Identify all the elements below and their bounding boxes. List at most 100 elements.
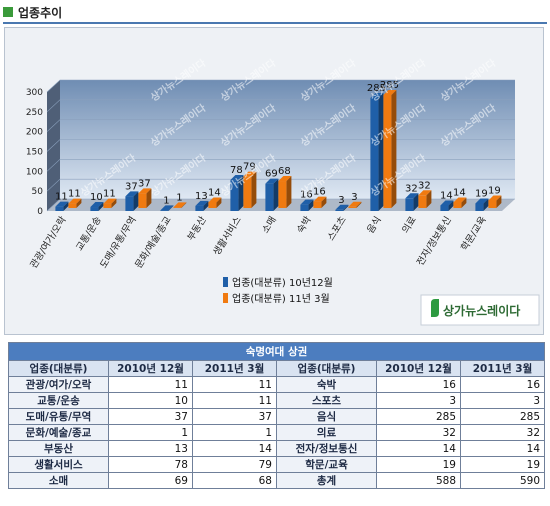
bar bbox=[173, 207, 182, 208]
bar-side bbox=[378, 92, 384, 211]
x-tick-label: 의료 bbox=[400, 215, 419, 236]
bar bbox=[405, 198, 414, 211]
column-header: 2011년 3월 bbox=[192, 360, 277, 377]
bar-side bbox=[146, 188, 152, 208]
table-cell-value: 14 bbox=[459, 440, 546, 457]
data-label: 3 bbox=[338, 195, 344, 206]
table-cell-value: 1 bbox=[192, 424, 277, 441]
bar-side bbox=[343, 204, 349, 211]
table-cell-value: 10 bbox=[108, 392, 193, 409]
x-tick-label: 스포츠 bbox=[326, 215, 349, 243]
data-label: 69 bbox=[265, 169, 278, 180]
bar-side bbox=[286, 176, 292, 208]
bar-top bbox=[440, 200, 454, 206]
bar-top bbox=[103, 198, 117, 204]
bar-side bbox=[273, 178, 279, 211]
section-title: 업종추이 bbox=[18, 5, 63, 20]
legend-label: 업종(대분류) 11년 3월 bbox=[232, 292, 330, 305]
bar-top bbox=[265, 178, 279, 184]
bar-top bbox=[243, 171, 257, 177]
table-row: 도매/유통/무역 37 37 음식 285 285 bbox=[8, 408, 546, 425]
table-row: 소매 69 68 총계 588 590 bbox=[8, 472, 546, 489]
bar-side bbox=[251, 171, 257, 208]
bar-top bbox=[335, 204, 349, 210]
gridline bbox=[46, 178, 515, 192]
x-tick-label: 음식 bbox=[365, 215, 384, 236]
gridline bbox=[46, 119, 515, 132]
bar bbox=[453, 202, 462, 208]
data-label: 285 bbox=[367, 83, 386, 94]
logo-text: 상가뉴스레이다 bbox=[443, 303, 520, 318]
data-label: 11 bbox=[68, 189, 81, 200]
bullet-square-icon bbox=[3, 7, 13, 17]
bar-top bbox=[90, 202, 104, 208]
table-cell-value: 14 bbox=[376, 440, 461, 457]
x-tick-label: 숙박 bbox=[295, 215, 314, 236]
data-label: 14 bbox=[440, 190, 453, 201]
bar bbox=[418, 195, 427, 208]
legend-swatch bbox=[223, 277, 228, 287]
table-cell-label: 의료 bbox=[276, 424, 377, 441]
table-cell-value: 78 bbox=[108, 456, 193, 473]
bar-top bbox=[383, 89, 397, 95]
bar-side bbox=[356, 201, 362, 208]
table-cell-value: 590 bbox=[459, 472, 546, 489]
bar-side bbox=[76, 198, 82, 208]
data-label: 11 bbox=[103, 189, 116, 200]
bar bbox=[68, 203, 77, 208]
table-cell-value: 3 bbox=[459, 392, 546, 409]
bar bbox=[55, 206, 64, 211]
data-label: 37 bbox=[125, 181, 138, 192]
bar-side bbox=[203, 200, 209, 211]
table-cell-label: 생활서비스 bbox=[8, 456, 109, 473]
column-header: 업종(대분류) bbox=[8, 360, 109, 377]
y-tick-label: 100 bbox=[26, 167, 43, 177]
logo-icon bbox=[431, 299, 439, 317]
table-cell-label: 학문/교육 bbox=[276, 456, 377, 473]
x-tick-label: 교통/운송 bbox=[74, 215, 104, 253]
bar-side bbox=[413, 193, 419, 211]
table-cell-label: 총계 bbox=[276, 472, 377, 489]
bar-top bbox=[405, 193, 419, 199]
x-tick-label: 생활서비스 bbox=[210, 214, 243, 258]
data-label: 14 bbox=[208, 187, 221, 198]
bar-top bbox=[68, 198, 82, 204]
table-row: 문화/예술/종교 1 1 의료 32 32 bbox=[8, 424, 546, 441]
bar-top bbox=[370, 92, 384, 98]
table-row: 교통/운송 10 11 스포츠 3 3 bbox=[8, 392, 546, 409]
table-cell-label: 소매 bbox=[8, 472, 109, 489]
y-tick-label: 0 bbox=[37, 207, 43, 217]
section-header: 업종추이 bbox=[3, 4, 62, 20]
bar-top bbox=[453, 197, 467, 203]
bar bbox=[208, 202, 217, 208]
data-label: 285 bbox=[380, 80, 399, 91]
gridline bbox=[46, 198, 515, 212]
data-label: 13 bbox=[195, 191, 208, 202]
bar-top bbox=[488, 195, 502, 201]
bar-side bbox=[133, 191, 139, 211]
bar bbox=[370, 97, 379, 211]
table-row: 관광/여가/오락 11 11 숙박 16 16 bbox=[8, 376, 546, 393]
table-cell-label: 도매/유통/무역 bbox=[8, 408, 109, 425]
bar bbox=[125, 196, 134, 211]
gridline bbox=[46, 139, 515, 152]
y-tick-label: 250 bbox=[26, 108, 43, 118]
y-tick-label: 200 bbox=[26, 128, 43, 138]
table-cell-label: 관광/여가/오락 bbox=[8, 376, 109, 393]
gridline bbox=[46, 79, 515, 93]
bar bbox=[265, 183, 274, 211]
data-label: 14 bbox=[453, 187, 466, 198]
table-cell-value: 11 bbox=[108, 376, 193, 393]
bar-side bbox=[321, 196, 327, 208]
table-cell-value: 19 bbox=[376, 456, 461, 473]
bar bbox=[90, 207, 99, 211]
bar-top bbox=[278, 176, 292, 182]
header-divider bbox=[3, 22, 547, 24]
bar bbox=[243, 176, 252, 208]
bar bbox=[348, 206, 357, 208]
column-header: 업종(대분류) bbox=[276, 360, 377, 377]
bar-top bbox=[348, 201, 362, 207]
table-cell-label: 문화/예술/종교 bbox=[8, 424, 109, 441]
logo-box bbox=[420, 294, 540, 326]
bar bbox=[230, 180, 239, 211]
